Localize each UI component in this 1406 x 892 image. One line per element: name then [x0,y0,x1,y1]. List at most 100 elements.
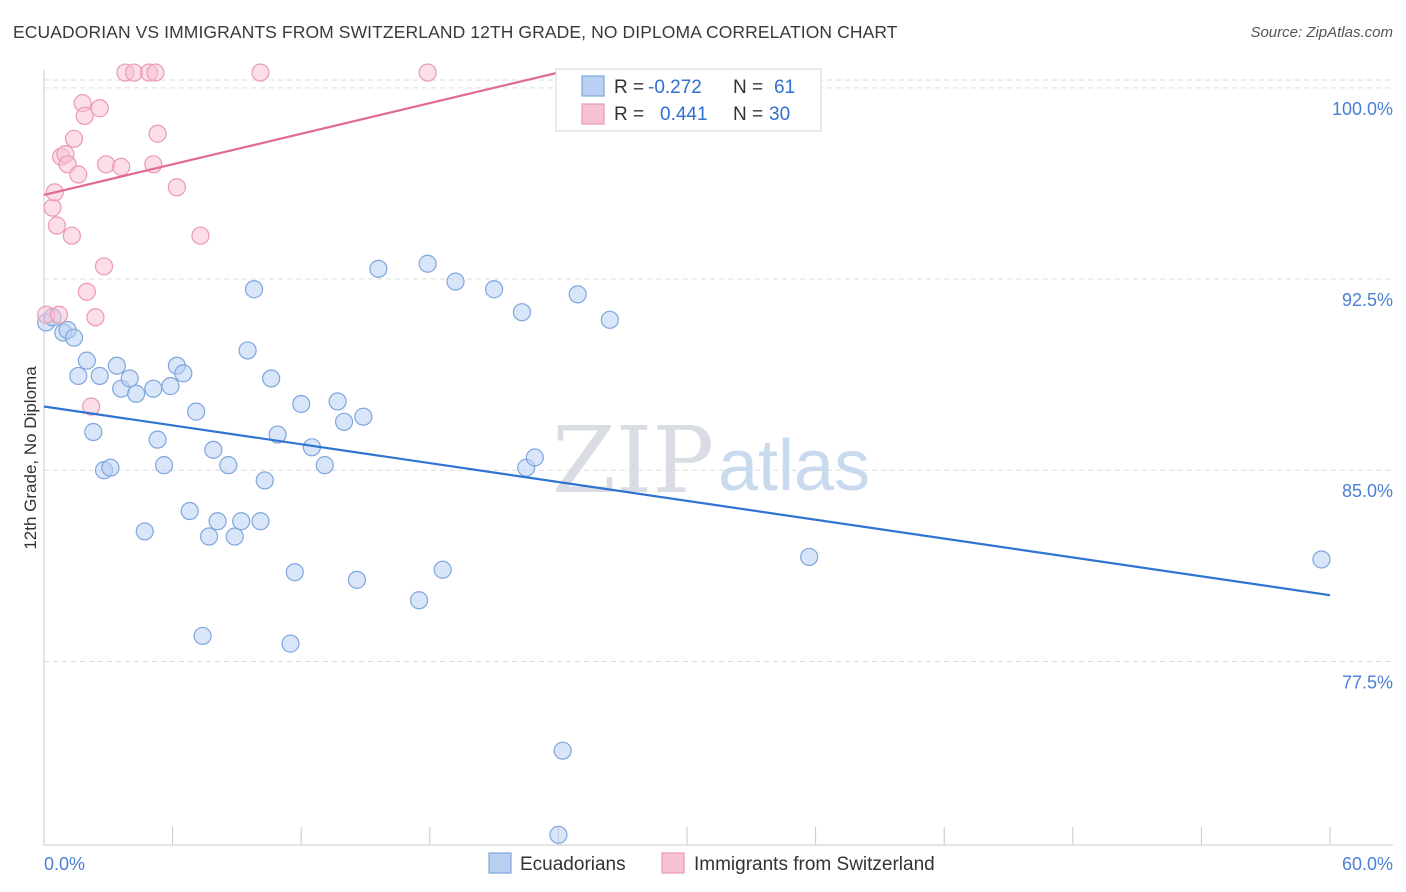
legend-r-value-2: 0.441 [660,104,708,125]
point-ecuadorian [354,407,373,426]
point-ecuadorian [409,591,429,610]
point-ecuadorian [208,512,227,531]
legend-r-value-1: -0.272 [648,77,702,98]
legend-n-value-2: 30 [769,104,790,125]
legend-box: R = -0.272 N = 61 R = 0.441 N = 30 [555,68,822,132]
point-ecuadorian [553,741,572,760]
point-ecuadorian [225,527,244,546]
point-ecuadorian [334,412,354,431]
point-ecuadorian [347,570,367,589]
source-credit: Source: ZipAtlas.com [1250,24,1393,41]
point-ecuadorian [281,634,300,653]
point-swiss [191,226,210,245]
point-swiss [43,198,62,217]
point-swiss [112,157,131,176]
point-ecuadorian [251,512,270,531]
point-swiss [64,129,84,148]
point-ecuadorian [1312,550,1331,569]
legend-r-label-1: R = [614,77,644,98]
point-ecuadorian [148,430,167,449]
trend-line-swiss [43,68,570,196]
y-tick-label: 77.5% [1342,672,1393,692]
bottom-legend: Ecuadorians Immigrants from Switzerland [488,852,935,875]
y-tick-label: 100.0% [1332,99,1393,119]
axes-layer [43,70,1393,846]
point-swiss [97,155,116,174]
watermark: ZIP atlas [552,407,870,514]
point-ecuadorian [292,394,311,414]
point-ecuadorian [418,254,437,273]
point-ecuadorian [232,512,251,531]
point-swiss [47,216,66,235]
point-swiss [94,257,114,276]
point-ecuadorian [144,379,163,398]
point-swiss [62,226,81,245]
y-tick-label: 85.0% [1342,481,1393,501]
point-swiss [148,124,167,143]
point-swiss [146,63,165,82]
point-swiss [86,308,105,327]
y-axis-title: 12th Grade, No Diploma [21,366,40,550]
point-ecuadorian [485,280,504,299]
point-swiss [75,106,94,125]
point-ecuadorian [204,440,223,459]
point-ecuadorian [84,422,103,442]
point-ecuadorian [187,402,206,421]
y-tick-label: 92.5% [1342,290,1393,310]
bottom-legend-swatch-ecuadorians [488,852,512,874]
point-ecuadorian [369,259,388,278]
point-ecuadorian [255,471,274,490]
point-ecuadorian [107,356,126,375]
legend-swatch-ecuadorians [581,75,605,97]
point-ecuadorian [446,272,465,291]
point-ecuadorian [101,458,120,477]
point-ecuadorian [90,366,109,386]
point-swiss [167,178,186,197]
point-ecuadorian [135,522,154,541]
watermark-zip: ZIP [552,407,714,514]
point-ecuadorian [600,310,619,329]
point-swiss [82,397,101,416]
trend-layer [43,68,1331,597]
point-ecuadorian [800,547,819,567]
point-ecuadorian [219,456,238,475]
point-ecuadorian [69,366,88,386]
point-ecuadorian [199,527,219,546]
point-ecuadorian [161,377,180,396]
point-ecuadorian [77,351,96,370]
points-layer [37,63,1331,844]
point-ecuadorian [285,563,304,582]
point-ecuadorian [180,501,199,521]
tick-labels: 77.5% 85.0% 92.5% 100.0% 0.0% 60.0% [44,99,1393,874]
bottom-legend-swatch-swiss [661,852,685,874]
point-swiss [251,63,270,82]
point-ecuadorian [568,285,587,304]
bottom-legend-label-ecuadorians: Ecuadorians [520,854,626,875]
watermark-atlas: atlas [718,426,870,506]
point-ecuadorian [512,303,532,322]
trend-line-ecuadorians [43,405,1331,597]
point-ecuadorian [549,825,568,844]
legend-n-value-1: 61 [774,77,795,98]
point-ecuadorian [268,425,287,444]
legend-swatch-swiss [581,103,605,125]
x-tick-label-max: 60.0% [1342,854,1393,874]
point-ecuadorian [315,456,334,475]
point-ecuadorian [64,328,84,347]
point-ecuadorian [328,392,347,411]
point-ecuadorian [262,369,281,388]
point-ecuadorian [154,456,174,475]
point-ecuadorian [193,626,212,646]
point-ecuadorian [433,560,452,579]
point-ecuadorian [127,384,146,403]
bottom-legend-label-swiss: Immigrants from Switzerland [694,854,935,875]
legend-r-label-2: R = [614,104,644,125]
point-ecuadorian [174,364,193,383]
point-ecuadorian [238,341,257,360]
point-swiss [90,99,109,118]
point-ecuadorian [525,448,544,467]
chart-title: ECUADORIAN VS IMMIGRANTS FROM SWITZERLAN… [13,22,898,42]
legend-n-label-1: N = [733,77,763,98]
point-ecuadorian [244,280,264,299]
